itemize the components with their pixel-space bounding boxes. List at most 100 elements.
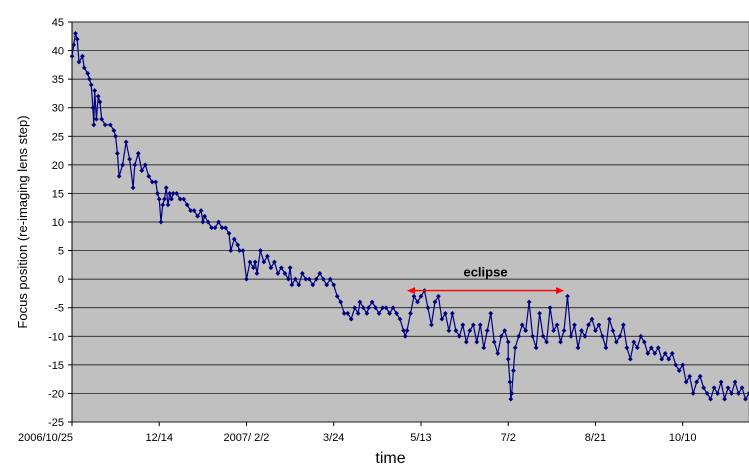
data-point	[360, 305, 366, 311]
data-point	[512, 345, 518, 351]
data-point	[116, 173, 122, 179]
data-point	[205, 219, 211, 225]
y-tick-label: -25	[48, 417, 64, 429]
data-point	[732, 379, 738, 385]
data-point	[704, 391, 710, 396]
data-point	[90, 105, 96, 111]
x-tick-label: 2007/ 2/2	[224, 432, 270, 444]
y-axis-ticks: 45 40 35 30 25 20 15 10 5 0 -5 -10 -15 -20 -25	[48, 17, 73, 429]
data-point	[278, 265, 284, 271]
data-point	[383, 305, 389, 311]
data-point	[743, 396, 748, 402]
data-point	[163, 185, 169, 191]
data-point	[184, 202, 190, 208]
data-point	[149, 179, 155, 185]
data-point	[613, 339, 619, 345]
data-point	[219, 225, 225, 231]
data-point	[69, 53, 75, 59]
data-point	[418, 293, 424, 299]
data-point	[638, 333, 644, 339]
data-point	[551, 328, 556, 333]
data-point	[446, 328, 452, 333]
data-point	[397, 316, 403, 322]
x-tick-label: 2006/10/25	[18, 432, 73, 444]
data-point	[345, 311, 351, 316]
y-tick-label: 35	[52, 74, 64, 86]
data-point	[334, 293, 340, 299]
data-point	[491, 339, 497, 345]
data-point	[254, 271, 260, 276]
data-point	[474, 339, 480, 345]
data-point	[71, 42, 77, 48]
data-point	[511, 368, 516, 373]
data-point	[114, 151, 120, 156]
data-point	[223, 225, 228, 231]
data-point	[387, 311, 392, 316]
data-point	[718, 379, 724, 385]
data-point	[620, 322, 626, 328]
x-axis-label: time	[375, 450, 405, 467]
data-point	[320, 276, 326, 282]
data-point	[505, 356, 511, 362]
data-point	[582, 333, 588, 339]
data-point	[310, 282, 316, 288]
data-point	[530, 333, 536, 339]
data-point	[235, 242, 241, 248]
data-point	[460, 322, 466, 328]
data-point	[303, 276, 309, 282]
data-point	[285, 276, 291, 282]
data-point	[589, 316, 595, 322]
data-point	[390, 305, 396, 311]
data-point	[212, 225, 218, 231]
data-point	[99, 116, 105, 122]
data-point	[579, 328, 584, 333]
eclipse-label: eclipse	[463, 265, 507, 280]
data-point	[463, 339, 469, 345]
data-point	[331, 282, 337, 288]
data-point	[102, 122, 108, 128]
y-tick-label: 45	[52, 17, 64, 29]
data-point	[252, 259, 258, 265]
data-point	[153, 179, 159, 185]
data-point	[97, 99, 103, 105]
data-point	[537, 311, 543, 316]
y-tick-label: 20	[52, 160, 64, 172]
data-point	[645, 351, 651, 356]
data-point	[722, 396, 727, 402]
data-point	[327, 276, 333, 282]
data-point	[429, 322, 434, 328]
data-point	[436, 293, 441, 299]
data-point	[174, 191, 180, 196]
data-point	[237, 248, 242, 253]
y-tick-label: 40	[52, 46, 64, 58]
x-tick-label: 3/24	[323, 432, 344, 444]
data-point	[160, 202, 166, 208]
data-point	[373, 305, 379, 311]
y-axis-label: Focus position (re-imaging lens step)	[15, 115, 30, 328]
data-point	[265, 253, 270, 259]
data-point	[561, 328, 567, 333]
data-point	[715, 391, 720, 396]
data-point	[603, 345, 609, 351]
data-point	[558, 339, 563, 345]
data-point	[191, 208, 197, 213]
y-tick-label: 10	[52, 217, 64, 229]
data-point	[624, 345, 630, 351]
data-point	[547, 305, 553, 311]
data-point	[91, 122, 97, 128]
data-point	[641, 339, 647, 345]
data-point	[95, 93, 101, 99]
data-point	[247, 259, 253, 265]
data-point	[680, 362, 686, 368]
y-tick-label: -10	[48, 331, 64, 343]
data-point	[113, 133, 119, 139]
data-point	[366, 305, 372, 311]
data-point	[369, 299, 375, 305]
data-point	[711, 385, 717, 391]
data-point	[226, 231, 232, 236]
data-point	[231, 236, 237, 242]
eclipse-arrow-head-left	[407, 287, 416, 295]
data-point	[627, 356, 633, 362]
data-point	[107, 122, 113, 128]
data-point	[596, 322, 602, 328]
